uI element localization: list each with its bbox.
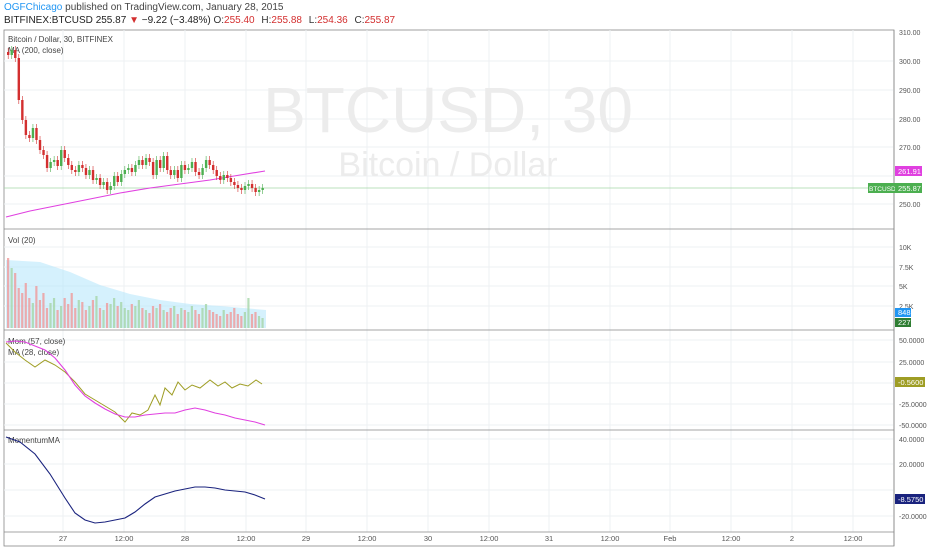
time-tick: 28 [181, 534, 189, 543]
author-link[interactable]: OGFChicago [4, 2, 63, 13]
momentum-tick: -25.0000 [899, 402, 927, 409]
time-tick: 12:00 [115, 534, 134, 543]
momentum-tick: 50.0000 [899, 338, 924, 345]
high-label: H: [261, 15, 272, 26]
momentum-tick: 25.0000 [899, 360, 924, 367]
price-ma-label[interactable]: MA (200, close) [8, 46, 64, 55]
momentum-ma-tick: -20.0000 [899, 514, 927, 521]
price-tick: 290.00 [899, 88, 921, 95]
momentum-ma-pane-title[interactable]: MomentumMA [8, 436, 61, 445]
momentum-ma-badge [895, 494, 925, 504]
price-ma-badge-text: 261.91 [898, 167, 921, 176]
momentum-pane-title[interactable]: Mom (57, close) [8, 337, 66, 346]
last-price: 255.87 [95, 15, 127, 26]
momentum-badge-text: -0.5600 [898, 378, 923, 387]
time-tick: 30 [424, 534, 432, 543]
publisher-line: OGFChicago published on TradingView.com,… [4, 2, 283, 13]
time-tick: 12:00 [844, 534, 863, 543]
price-tick: 250.00 [899, 202, 921, 209]
time-axis[interactable]: 27 12:00 28 12:00 29 12:00 30 12:00 31 1… [59, 534, 863, 543]
symbol-badge-text: BTCUSD [869, 186, 896, 193]
down-arrow-icon: ▼ [129, 15, 139, 26]
volume-badge-blue [895, 308, 911, 317]
momentum-badge [895, 377, 925, 387]
time-tick: 12:00 [480, 534, 499, 543]
volume-axis[interactable]: 10K 7.5K 5K 2.5K [899, 245, 914, 311]
grid [4, 30, 894, 532]
low-label: L: [308, 15, 318, 26]
volume-tick: 7.5K [899, 265, 914, 272]
ohlc-line: BITFINEX:BTCUSD 255.87 ▼ −9.22 (−3.48%) … [4, 15, 399, 26]
momentum-ma-tick: 20.0000 [899, 462, 924, 469]
volume-pane-title[interactable]: Vol (20) [8, 236, 36, 245]
momentum-ma-tick: 40.0000 [899, 437, 924, 444]
time-tick: 27 [59, 534, 67, 543]
momentum-tick: -50.0000 [899, 423, 927, 430]
price-ma-badge [895, 166, 922, 176]
price-tick: 270.00 [899, 145, 921, 152]
symbol-name: BITFINEX:BTCUSD [4, 15, 93, 26]
time-tick: 29 [302, 534, 310, 543]
open-value: 255.40 [224, 15, 255, 26]
momentum-axis[interactable]: 50.0000 25.0000 -25.0000 -50.0000 [899, 338, 927, 430]
volume-tick: 10K [899, 245, 912, 252]
volume-tick: 2.5K [899, 304, 914, 311]
time-tick: 2 [790, 534, 794, 543]
price-axis[interactable]: 310.00 300.00 290.00 280.00 270.00 250.0… [899, 30, 921, 209]
momentum-ma-label[interactable]: MA (28, close) [8, 348, 59, 357]
watermark-description: Bitcoin / Dollar [338, 146, 557, 184]
volume-tick: 5K [899, 284, 908, 291]
price-tick: 300.00 [899, 59, 921, 66]
last-price-badge-text: 255.87 [898, 184, 921, 193]
time-tick: 12:00 [237, 534, 256, 543]
low-value: 254.36 [317, 15, 348, 26]
momentum-ma-axis[interactable]: 40.0000 20.0000 -20.0000 [899, 437, 927, 521]
price-ma-line [5, 170, 266, 218]
time-tick: 12:00 [358, 534, 377, 543]
volume-badge-green [895, 318, 911, 327]
chart-frame [3, 29, 895, 547]
volume-badge-blue-text: 848 [898, 308, 911, 317]
time-tick: 31 [545, 534, 553, 543]
close-label: C: [354, 15, 365, 26]
open-label: O: [213, 15, 225, 26]
chart-header: OGFChicago published on TradingView.com,… [0, 0, 932, 30]
momentum-ma-line [5, 340, 266, 426]
published-text: published on TradingView.com, January 28… [65, 2, 284, 13]
candlesticks [7, 46, 264, 196]
price-tick: 280.00 [899, 117, 921, 124]
momentum-ma-pane-line [5, 436, 266, 524]
time-tick: 12:00 [722, 534, 741, 543]
price-pane-title[interactable]: Bitcoin / Dollar, 30, BITFINEX [8, 35, 114, 44]
price-tick: 310.00 [899, 30, 921, 37]
momentum-line [5, 342, 263, 423]
close-value: 255.87 [364, 15, 396, 26]
time-tick: 12:00 [601, 534, 620, 543]
high-value: 255.88 [271, 15, 302, 26]
watermark-symbol: BTCUSD, 30 [263, 74, 633, 146]
momentum-ma-badge-text: -8.5750 [898, 495, 923, 504]
volume-badge-green-text: 227 [898, 318, 911, 327]
time-tick: Feb [664, 534, 677, 543]
volume-bars [7, 258, 264, 328]
symbol-badge [868, 183, 895, 193]
price-change: −9.22 (−3.48%) [141, 15, 211, 26]
last-price-badge [895, 183, 922, 193]
